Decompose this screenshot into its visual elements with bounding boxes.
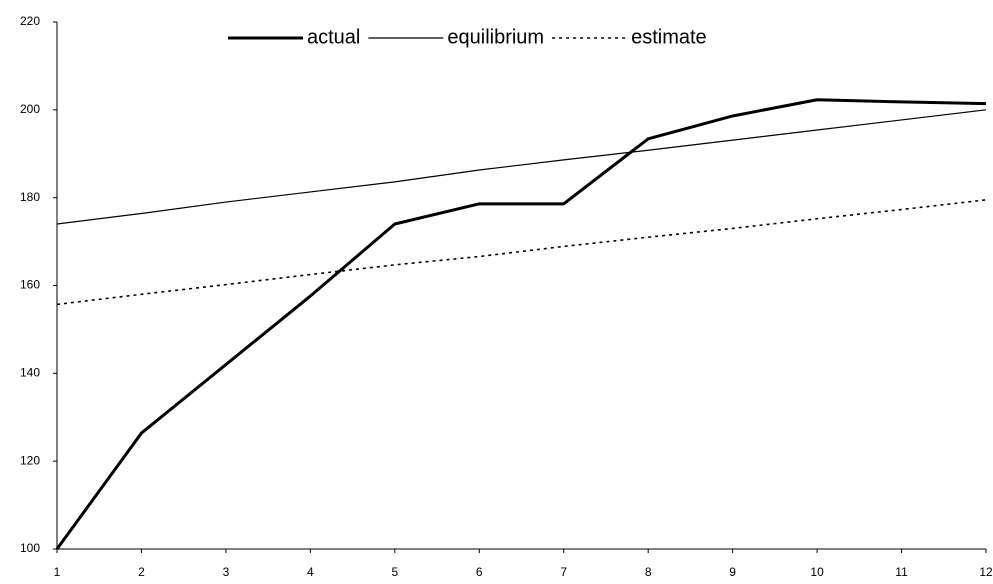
x-tick-label: 1 <box>54 565 61 579</box>
y-tick-label: 160 <box>20 278 40 292</box>
y-tick-label: 100 <box>20 541 40 555</box>
x-tick-label: 6 <box>476 565 483 579</box>
x-tick-label: 4 <box>307 565 314 579</box>
y-tick-label: 220 <box>20 14 40 28</box>
line-series <box>55 98 987 550</box>
x-tick-label: 3 <box>223 565 230 579</box>
line-series <box>56 199 987 306</box>
legend-label: equilibrium <box>447 26 544 48</box>
legend-label: actual <box>307 26 360 48</box>
y-tick-label: 180 <box>20 190 40 204</box>
x-tick-label: 12 <box>979 565 993 579</box>
legend-label: estimate <box>631 26 707 48</box>
x-tick-label: 9 <box>729 565 736 579</box>
y-tick-label: 140 <box>20 366 40 380</box>
x-tick-label: 5 <box>391 565 398 579</box>
x-tick-label: 7 <box>560 565 567 579</box>
x-tick-label: 2 <box>138 565 145 579</box>
y-tick-label: 200 <box>20 102 40 116</box>
line-series <box>56 109 987 225</box>
y-tick-label: 120 <box>20 453 40 467</box>
x-tick-label: 10 <box>810 565 824 579</box>
x-tick-label: 11 <box>895 565 908 579</box>
x-tick-label: 8 <box>645 565 652 579</box>
